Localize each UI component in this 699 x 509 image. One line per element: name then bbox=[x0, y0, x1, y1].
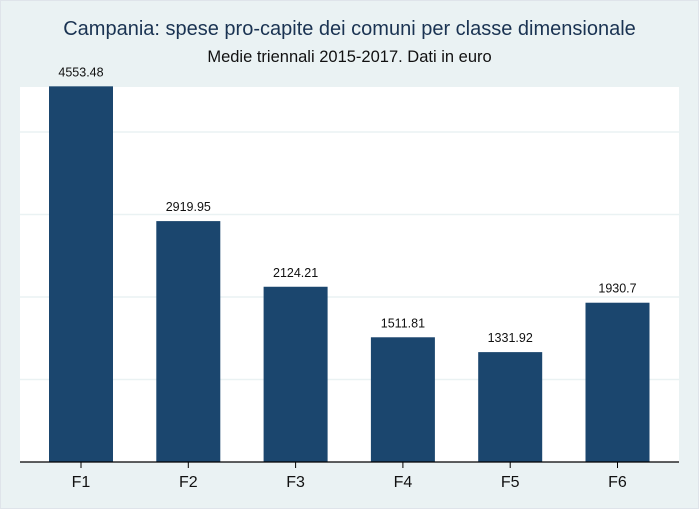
chart-subtitle: Medie triennali 2015-2017. Dati in euro bbox=[207, 48, 492, 66]
bar-value-label: 4553.48 bbox=[58, 65, 103, 79]
bar-value-label: 2124.21 bbox=[273, 266, 318, 280]
x-tick-label: F1 bbox=[72, 474, 91, 491]
x-tick-label: F3 bbox=[286, 474, 305, 491]
x-tick-label: F2 bbox=[179, 474, 198, 491]
x-tick-label: F6 bbox=[608, 474, 627, 491]
bar-value-label: 1511.81 bbox=[381, 316, 425, 330]
chart-title: Campania: spese pro-capite dei comuni pe… bbox=[63, 18, 636, 40]
bar-f4 bbox=[370, 337, 435, 462]
x-tick-label: F5 bbox=[501, 474, 520, 491]
bar-value-label: 1331.92 bbox=[488, 331, 533, 345]
bar-f6 bbox=[585, 302, 650, 462]
bar-f1 bbox=[49, 86, 113, 463]
bar-value-label: 1930.7 bbox=[598, 282, 636, 296]
bar-f3 bbox=[263, 286, 328, 462]
bar-value-label: 2919.95 bbox=[166, 200, 211, 214]
bar-f5 bbox=[478, 352, 543, 462]
x-tick-label: F4 bbox=[394, 474, 413, 491]
bar-f2 bbox=[156, 221, 221, 462]
plot-area bbox=[20, 87, 679, 462]
